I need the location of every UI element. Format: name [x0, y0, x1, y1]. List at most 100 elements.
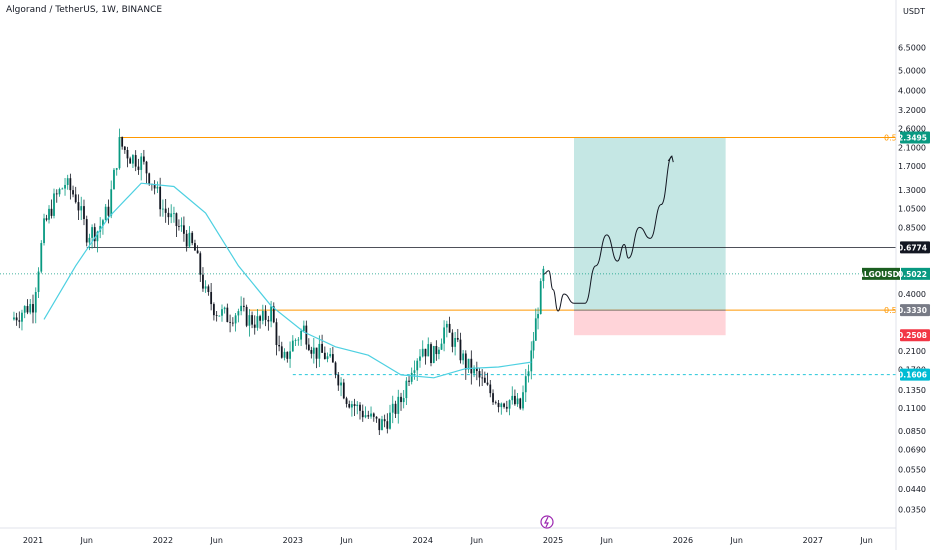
- candle-body: [110, 189, 113, 216]
- candle-body: [405, 380, 408, 399]
- candle-body: [21, 312, 23, 322]
- candle-body: [173, 213, 175, 215]
- y-tick-label: 0.1100: [898, 404, 926, 413]
- x-tick-label: Jun: [79, 536, 93, 545]
- candle-body: [527, 371, 530, 377]
- candle-body: [196, 250, 199, 254]
- candle-body: [530, 350, 533, 372]
- candle-body: [256, 316, 259, 328]
- candle-body: [245, 306, 248, 326]
- symbol-tag: ALGOUSDT: [858, 270, 905, 279]
- candle-body: [421, 348, 424, 357]
- candle-body: [194, 243, 196, 251]
- candle-body: [438, 349, 440, 355]
- candle-body: [459, 339, 462, 361]
- candle-body: [280, 346, 283, 358]
- target-price-tag-bg: [900, 131, 930, 144]
- candle-body: [104, 206, 107, 221]
- candle-body: [74, 194, 77, 203]
- candle-body: [291, 340, 294, 352]
- candle-body: [48, 208, 50, 220]
- candle-body: [361, 410, 364, 418]
- candle-body: [107, 206, 110, 216]
- support-price-tag: 0.1606: [898, 371, 927, 380]
- candle-body: [77, 202, 80, 211]
- candle-body: [334, 362, 337, 375]
- candle-body: [248, 315, 251, 326]
- candle-body: [462, 353, 465, 361]
- candle-body: [93, 227, 96, 242]
- candle-body: [121, 137, 124, 147]
- candle-body: [539, 281, 542, 314]
- x-tick-label: 2022: [153, 536, 173, 545]
- candle-body: [29, 304, 32, 313]
- candle-body: [15, 317, 18, 321]
- candle-body: [96, 231, 99, 242]
- y-tick-label: 4.0000: [898, 86, 926, 95]
- candle-body: [302, 325, 305, 331]
- candle-body: [294, 340, 297, 341]
- candle-body: [191, 232, 194, 244]
- candle-body: [534, 318, 537, 341]
- candle-body: [427, 344, 430, 357]
- y-tick-label: 2.6000: [898, 125, 926, 134]
- candle-body: [91, 227, 93, 238]
- candle-body: [413, 370, 416, 373]
- current-price-tag: 0.5022: [898, 270, 927, 279]
- candle-body: [85, 219, 88, 243]
- candle-body: [115, 168, 118, 170]
- candle-body: [140, 156, 143, 170]
- y-tick-label: 3.2000: [898, 106, 926, 115]
- x-tick-label: 2024: [413, 536, 433, 545]
- candle-body: [323, 352, 326, 360]
- candle-body: [156, 186, 159, 189]
- candle-body: [237, 311, 240, 316]
- target-price-tag: 2.3495: [898, 133, 927, 142]
- candle-body: [514, 395, 516, 405]
- fib-lower-label: 0.5: [884, 306, 897, 315]
- candle-body: [532, 340, 535, 351]
- candle-body: [43, 218, 45, 244]
- candle-body: [207, 286, 210, 293]
- candle-body: [378, 418, 381, 431]
- ideas-lightning-icon: [540, 515, 554, 529]
- candle-body: [408, 380, 410, 382]
- x-tick-label: Jun: [599, 536, 613, 545]
- x-tick-label: 2026: [673, 536, 693, 545]
- x-tick-label: Jun: [209, 536, 223, 545]
- candle-body: [153, 184, 156, 189]
- candle-body: [448, 323, 451, 333]
- candle-body: [283, 351, 286, 358]
- candle-body: [370, 413, 372, 417]
- candle-body: [473, 367, 475, 374]
- candle-body: [486, 382, 489, 385]
- candle-body: [210, 292, 213, 305]
- candle-body: [129, 158, 132, 164]
- candle-body: [240, 305, 243, 312]
- candle-body: [537, 313, 539, 319]
- projection-arrowhead: [667, 155, 674, 163]
- candle-body: [505, 406, 508, 409]
- y-tick-label: 0.8500: [898, 223, 926, 232]
- candle-body: [80, 206, 83, 211]
- candle-body: [497, 402, 500, 408]
- fib-upper-label: 0.5: [884, 133, 897, 142]
- candle-body: [389, 412, 391, 429]
- candle-body: [342, 382, 345, 399]
- x-tick-label: 2021: [23, 536, 43, 545]
- y-tick-label: 0.0550: [898, 465, 926, 474]
- y-tick-label: 0.0440: [898, 485, 926, 494]
- candle-body: [226, 307, 229, 323]
- candle-body: [137, 166, 140, 170]
- candle-body: [353, 404, 356, 407]
- candle-body: [278, 345, 281, 347]
- candle-body: [272, 306, 275, 323]
- candle-body: [88, 237, 91, 243]
- candle-body: [50, 208, 53, 216]
- candle-body: [123, 146, 126, 150]
- candle-body: [400, 396, 402, 403]
- candle-body: [432, 346, 435, 364]
- candle-body: [45, 218, 48, 220]
